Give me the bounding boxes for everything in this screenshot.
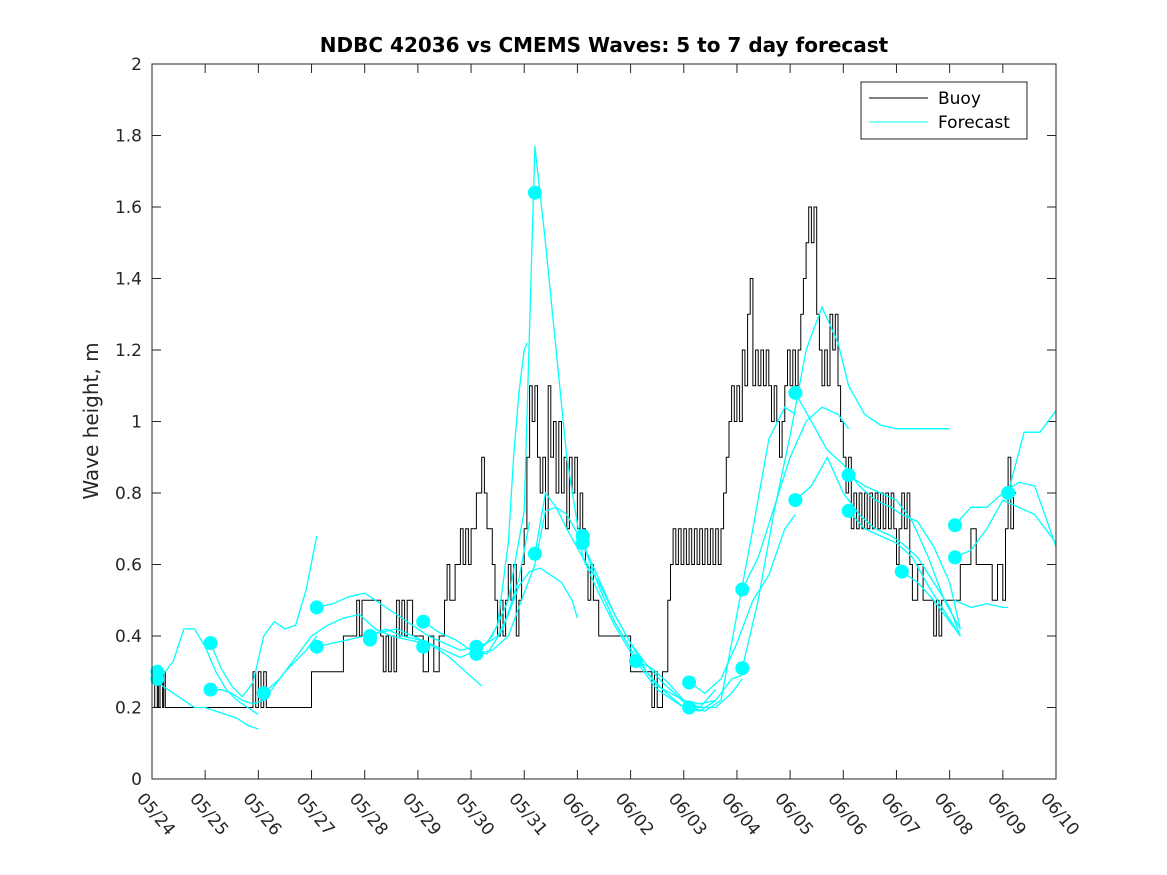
forecast-start-point: [841, 468, 856, 483]
forecast-start-point: [1001, 486, 1016, 500]
forecast-line: [263, 613, 424, 694]
forecast-line: [741, 406, 850, 590]
forecast-start-point: [309, 639, 324, 654]
forecast-start-point: [469, 646, 484, 661]
legend: Buoy Forecast: [860, 81, 1028, 140]
forecast-line: [901, 571, 961, 637]
forecast-start-point: [416, 614, 431, 629]
forecast-start-point: [735, 582, 750, 597]
forecast-start-point: [416, 639, 431, 654]
forecast-start-point: [527, 546, 542, 561]
y-tick-label: 0.4: [115, 627, 142, 647]
forecast-start-point: [256, 686, 271, 701]
forecast-start-point: [948, 550, 962, 565]
forecast-start-point: [203, 636, 218, 651]
y-tick-label: 2: [131, 55, 142, 75]
chart-title: NDBC 42036 vs CMEMS Waves: 5 to 7 day fo…: [320, 33, 889, 57]
forecast-start-point: [682, 675, 697, 690]
forecast-line: [794, 392, 961, 630]
forecast-start-point: [363, 632, 377, 647]
forecast-line: [316, 592, 477, 651]
forecast-start-point: [841, 503, 856, 518]
forecast-start-point: [735, 661, 750, 676]
plot-area: [152, 64, 1056, 779]
forecast-start-point: [575, 536, 590, 550]
forecast-start-point: [203, 682, 218, 697]
y-tick-label: 1.4: [115, 270, 142, 290]
forecast-start-point: [948, 518, 962, 533]
legend-forecast-label: Forecast: [938, 113, 1010, 133]
forecast-line: [316, 628, 477, 659]
forecast-line: [210, 635, 318, 705]
forecast-line: [475, 146, 717, 709]
legend-box: [860, 81, 1028, 140]
forecast-line: [476, 506, 716, 705]
forecast-line: [794, 455, 961, 637]
y-tick-label: 1.2: [115, 341, 142, 361]
forecast-line: [688, 514, 796, 695]
forecast-start-point: [788, 385, 803, 400]
plot-frame: [151, 63, 1057, 780]
y-axis-label: Wave height, m: [79, 342, 103, 499]
forecast-line: [688, 406, 796, 712]
forecast-line: [1007, 410, 1057, 494]
y-tick-label: 0.6: [115, 556, 142, 576]
forecast-start-point: [527, 185, 542, 200]
forecast-start-point: [309, 600, 324, 615]
forecast-start-point: [682, 700, 697, 715]
forecast-start-point: [894, 564, 909, 579]
forecast-line: [848, 510, 961, 637]
forecast-line: [476, 567, 579, 651]
y-tick-label: 0.2: [115, 699, 142, 719]
forecast-start-point: [628, 654, 643, 668]
forecast-line: [741, 305, 950, 669]
forecast-line: [954, 499, 1057, 558]
y-tick-label: 1.6: [115, 198, 142, 218]
forecast-start-point: [150, 671, 165, 686]
forecast-line: [848, 474, 961, 630]
y-tick-label: 1.8: [115, 127, 142, 147]
forecast-start-markers: [150, 185, 1016, 715]
y-tick-label: 0.8: [115, 484, 142, 504]
y-axis-ticks: 0 0.2 0.4 0.6 0.8 1 1.2 1.4 1.6 1.8 2: [115, 55, 1056, 790]
forecast-line: [954, 599, 1009, 609]
forecast-line: [582, 542, 690, 708]
forecast-line: [151, 678, 259, 730]
forecast-line: [209, 535, 318, 698]
y-tick-label: 1: [131, 413, 142, 433]
legend-buoy-label: Buoy: [938, 89, 981, 109]
y-tick-label: 0: [131, 770, 142, 790]
forecast-start-point: [788, 493, 803, 508]
